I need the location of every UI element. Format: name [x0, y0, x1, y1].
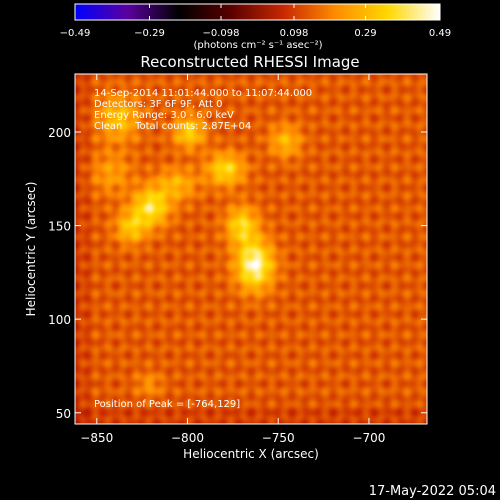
footer-timestamp: 17-May-2022 05:04	[369, 484, 496, 499]
plot-axes: −850 −800 −750 −700 50 100 150 200	[48, 73, 428, 445]
annotation-energy-range: Energy Range: 3.0 - 6.0 keV	[94, 110, 234, 121]
colorbar-tick-label: −0.49	[60, 28, 91, 39]
colorbar-tick-label: 0.29	[354, 28, 376, 39]
chart-title: Reconstructed RHESSI Image	[140, 53, 359, 71]
colorbar-tick-label: −0.098	[202, 28, 239, 39]
x-axis-ticks: −850 −800 −750 −700	[80, 74, 385, 445]
plot-frame	[74, 73, 428, 425]
y-axis-label: Heliocentric Y (arcsec)	[24, 182, 38, 317]
x-tick-label: −750	[262, 431, 295, 445]
colorbar-tick-label: −0.29	[134, 28, 165, 39]
heatmap-image	[75, 74, 427, 424]
x-tick-label: −800	[171, 431, 204, 445]
annotation-peak-position: Position of Peak = [-764,129]	[94, 399, 240, 410]
annotation-time-range: 14-Sep-2014 11:01:44.000 to 11:07:44.000	[94, 88, 312, 99]
colorbar-gradient	[74, 3, 441, 21]
x-tick-label: −850	[80, 431, 113, 445]
colorbar-units-label: (photons cm⁻² s⁻¹ asec⁻²)	[193, 40, 322, 51]
annotation-detectors: Detectors: 3F 6F 9F, Att 0	[94, 99, 222, 110]
y-tick-label: 50	[56, 407, 71, 421]
y-tick-label: 200	[48, 126, 71, 140]
y-axis-ticks: 50 100 150 200	[48, 126, 427, 421]
x-tick-label: −700	[352, 431, 385, 445]
y-tick-label: 150	[48, 220, 71, 234]
x-axis-label: Heliocentric X (arcsec)	[183, 447, 319, 461]
y-tick-label: 100	[48, 313, 71, 327]
annotation-clean-counts: Clean Total counts: 2.87E+04	[94, 121, 251, 132]
colorbar-tick-label: 0.098	[280, 28, 309, 39]
observation-annotations: 14-Sep-2014 11:01:44.000 to 11:07:44.000…	[94, 88, 312, 410]
colorbar-tick-label: 0.49	[429, 28, 451, 39]
colorbar: −0.49 −0.29 −0.098 0.098 0.29 0.49 (photons c…	[60, 3, 451, 51]
colorbar-ticks: −0.49 −0.29 −0.098 0.098 0.29 0.49	[60, 4, 451, 39]
